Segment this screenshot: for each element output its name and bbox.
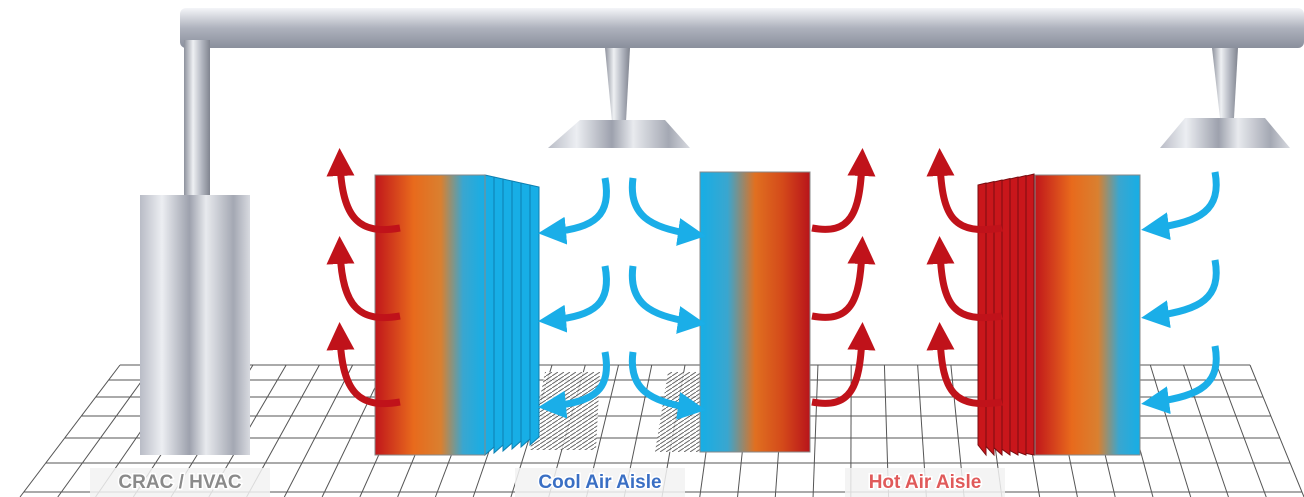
diffuser: [548, 120, 690, 148]
arrow: [1141, 171, 1220, 241]
cool-aisle-label: Cool Air Aisle: [538, 472, 661, 493]
hot-aisle-label: Hot Air Aisle: [869, 472, 982, 493]
fin: [484, 174, 495, 457]
diffuser: [1160, 118, 1290, 148]
arrow: [1141, 259, 1220, 329]
arrow: [926, 236, 1003, 322]
fin: [520, 182, 531, 449]
airflow-arrows: [326, 148, 1220, 420]
arrow: [926, 148, 1003, 234]
arrow: [628, 177, 706, 246]
arrow: [926, 322, 1003, 408]
grid-line: [57, 364, 154, 497]
grid-line: [1183, 364, 1229, 497]
grid-line: [1249, 364, 1304, 497]
crac-unit: [140, 195, 250, 455]
duct: [180, 8, 1304, 48]
rack-fins: [977, 173, 1035, 457]
floor-vent: [655, 372, 700, 452]
arrow: [811, 148, 876, 233]
arrow: [811, 236, 876, 321]
arrow: [628, 265, 706, 334]
arrow: [811, 322, 876, 407]
rack-fins: [484, 174, 540, 457]
fin: [1017, 174, 1027, 456]
fin: [502, 178, 513, 453]
arrow: [538, 265, 610, 333]
arrow: [326, 236, 401, 322]
fin: [529, 184, 540, 447]
duct-drop: [1212, 48, 1238, 118]
rack: [699, 171, 811, 453]
duct-pipe: [184, 40, 210, 200]
floor-vent: [530, 372, 600, 450]
rack: [1034, 174, 1141, 456]
fin: [1009, 176, 1019, 456]
fin: [511, 180, 522, 451]
duct-drop: [605, 48, 630, 122]
arrow: [1141, 345, 1220, 415]
crac-label: CRAC / HVAC: [118, 472, 241, 493]
label-bg: [515, 468, 685, 497]
grid-line: [19, 364, 121, 497]
arrow: [326, 148, 401, 234]
arrow: [326, 322, 401, 408]
fin: [1025, 173, 1035, 456]
fin: [493, 176, 504, 455]
grid-line: [1216, 364, 1267, 497]
arrow: [538, 351, 610, 419]
grid-line: [283, 364, 354, 497]
arrow: [538, 177, 610, 245]
fin: [1001, 177, 1011, 456]
label-bg: [845, 468, 1005, 497]
label-bg: [90, 468, 270, 497]
grid-line: [812, 364, 819, 497]
grid-line: [1149, 364, 1192, 497]
arrow: [628, 351, 706, 420]
